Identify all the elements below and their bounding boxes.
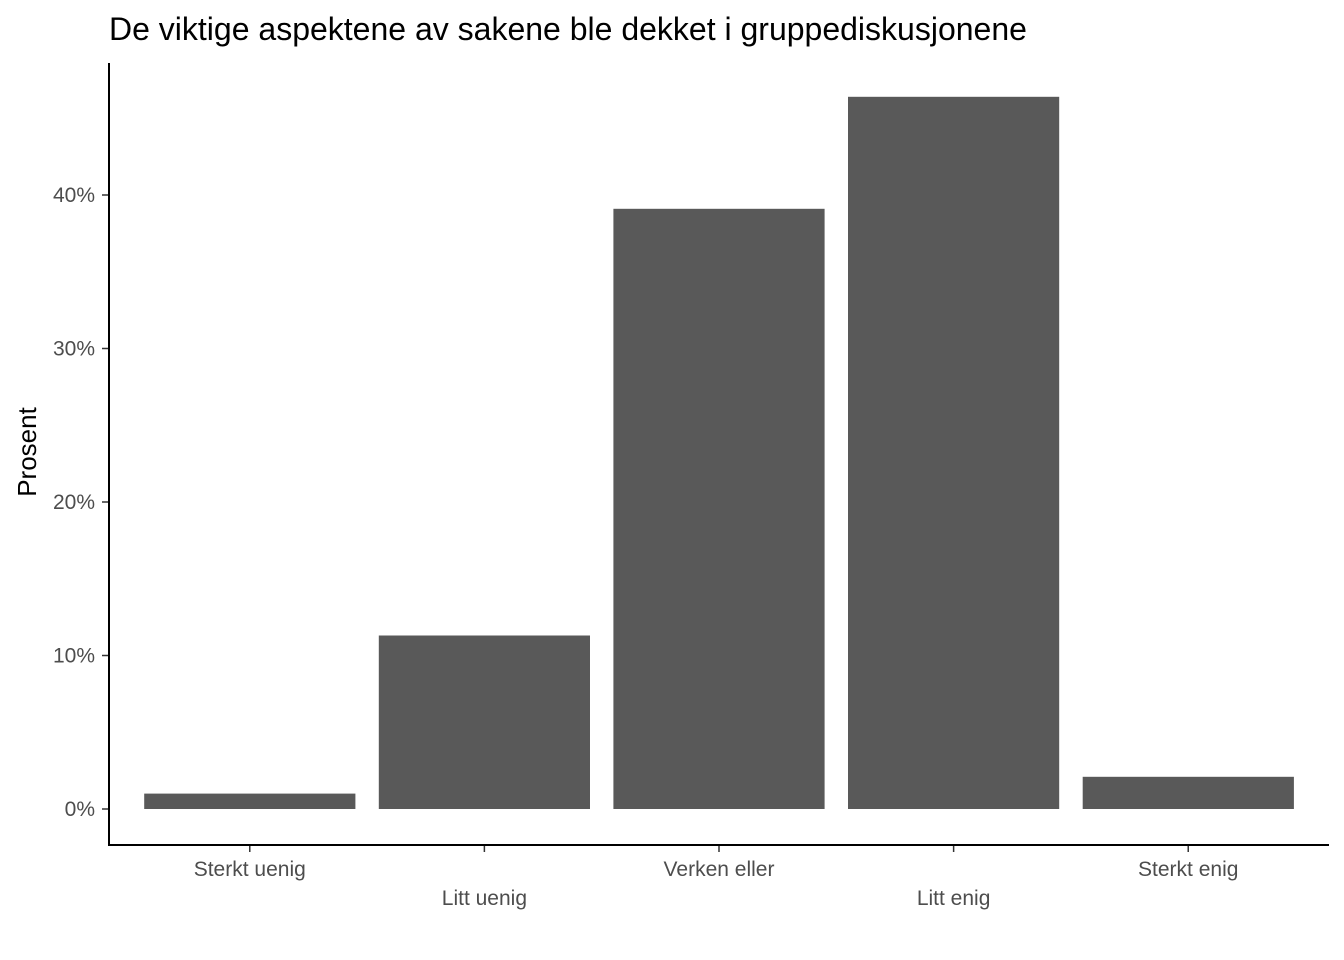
x-tick-label: Verken eller <box>664 858 775 881</box>
bars-group <box>144 96 1294 810</box>
x-tick-label: Sterkt enig <box>1138 858 1238 881</box>
x-tick-label: Litt uenig <box>442 887 527 910</box>
x-tick-label: Litt enig <box>917 887 991 910</box>
y-tick-label: 10% <box>53 645 95 668</box>
bar-4 <box>848 96 1060 810</box>
bar-2 <box>378 635 590 809</box>
bar-3 <box>613 208 825 810</box>
x-tick-label: Sterkt uenig <box>194 858 306 881</box>
x-ticks-group: Sterkt uenig Litt uenig Verken eller Litt e… <box>194 845 1238 910</box>
bar-1 <box>144 793 356 809</box>
chart-title: De viktige aspektene av sakene ble dekke… <box>109 11 1027 47</box>
y-tick-label: 30% <box>53 338 95 361</box>
bar-5 <box>1082 776 1294 809</box>
y-axis-label: Prosent <box>12 406 42 496</box>
y-tick-label: 0% <box>65 798 95 821</box>
y-tick-label: 20% <box>53 491 95 514</box>
y-tick-label: 40% <box>53 184 95 207</box>
y-ticks-group: 0% 10% 20% 30% 40% <box>53 184 109 821</box>
